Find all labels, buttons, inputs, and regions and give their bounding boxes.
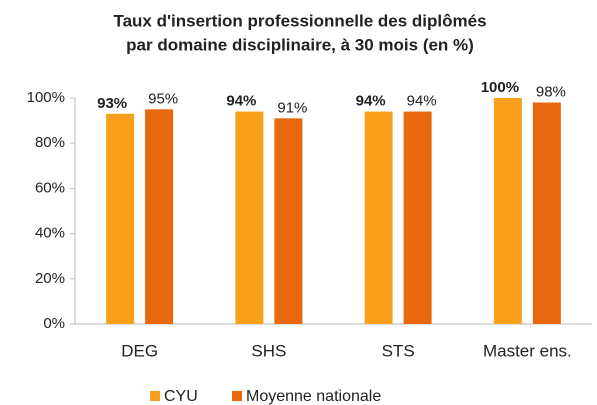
chart-title: par domaine disciplinaire, à 30 mois (en… <box>126 35 474 54</box>
value-label: 94% <box>226 93 256 110</box>
bar <box>235 111 264 324</box>
x-tick-label: STS <box>382 341 415 360</box>
x-tick-label: SHS <box>251 341 286 360</box>
bar <box>106 113 135 324</box>
y-tick-label: 0% <box>43 315 65 332</box>
x-tick-label: DEG <box>121 341 158 360</box>
value-label: 98% <box>536 83 566 100</box>
y-tick-label: 20% <box>35 270 65 287</box>
bar <box>493 98 522 324</box>
legend-label: CYU <box>164 388 198 405</box>
bar <box>403 111 432 324</box>
x-tick-label: Master ens. <box>483 341 572 360</box>
y-tick-label: 60% <box>35 179 65 196</box>
value-label: 94% <box>356 93 386 110</box>
chart-title: Taux d'insertion professionnelle des dip… <box>113 11 486 30</box>
y-tick-label: 40% <box>35 225 65 242</box>
y-tick-label: 80% <box>35 134 65 151</box>
value-label: 94% <box>407 93 437 110</box>
value-label: 93% <box>97 95 127 112</box>
bar <box>274 118 303 324</box>
legend-swatch <box>232 391 242 401</box>
value-label: 91% <box>277 99 307 116</box>
legend-swatch <box>150 391 160 401</box>
y-tick-label: 100% <box>27 89 65 106</box>
bar <box>145 109 174 324</box>
bar <box>364 111 393 324</box>
value-label: 100% <box>481 79 519 96</box>
bar <box>532 102 561 325</box>
value-label: 95% <box>148 90 178 107</box>
legend-label: Moyenne nationale <box>246 388 381 405</box>
